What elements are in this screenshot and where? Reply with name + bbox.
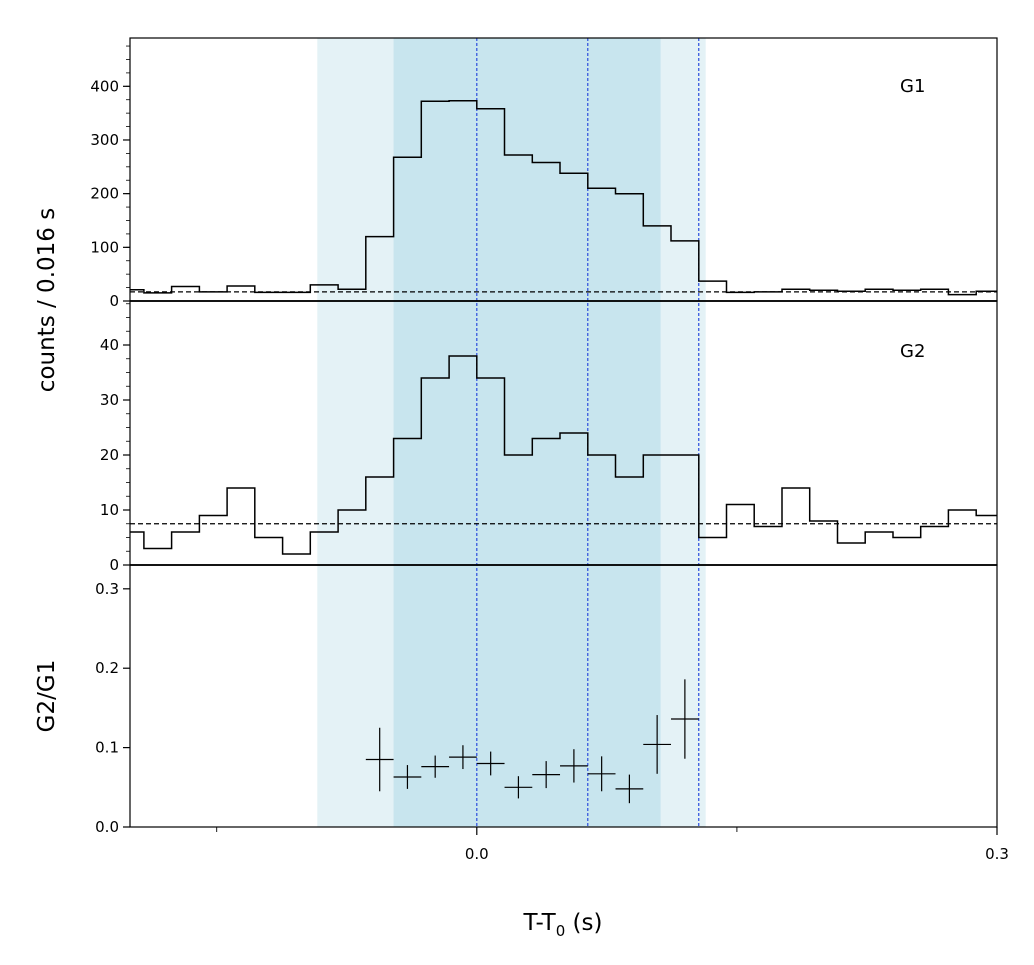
ratio-point: [393, 765, 422, 789]
ratio-point: [560, 749, 588, 783]
panel-label-g2: G2: [900, 341, 925, 362]
y-tick-label-ratio: 0.1: [95, 739, 119, 757]
panel-frame-ratio: [129, 564, 998, 828]
ratio-point: [532, 761, 561, 789]
ratio-point: [643, 715, 672, 774]
y-tick-label-g2: 20: [100, 446, 119, 464]
y-tick-label-g2: 10: [100, 501, 119, 519]
ratio-point: [365, 727, 394, 792]
x-axis-label: T-T0 (s): [523, 910, 603, 940]
x-axis-label-unit: (s): [565, 910, 602, 936]
axes-layer: 0 100 200 300 400 0 10 20 30 40 0.0 0.1 0.2 0.3 0.0 0.3: [90, 37, 1009, 863]
shaded-region-dark: [393, 38, 661, 827]
histogram-g1: [130, 100, 997, 296]
y-tick-label-ratio: 0.3: [95, 580, 119, 598]
histogram-g2: [130, 355, 997, 555]
x-axis-label-subscript: 0: [556, 922, 566, 940]
ratio-point: [449, 745, 477, 770]
y-tick-label-ratio: 0.2: [95, 659, 119, 677]
y-axis-label-counts: counts / 0.016 s: [34, 208, 60, 392]
y-tick-label-g1: 200: [90, 185, 119, 203]
ratio-point: [671, 679, 699, 759]
x-tick-label: 0.0: [465, 845, 489, 863]
y-tick-label-g1: 100: [90, 238, 119, 256]
ratio-point: [615, 774, 644, 804]
data-layer: [130, 100, 997, 804]
shaded-regions: [317, 38, 706, 827]
x-axis-label-main: T-T: [523, 910, 557, 936]
ratio-point: [587, 756, 616, 792]
ratio-point: [476, 751, 505, 776]
ratio-point: [421, 755, 450, 778]
y-tick-label-g1: 400: [90, 77, 119, 95]
y-axis-label-ratio: G2/G1: [34, 660, 60, 733]
vertical-markers: [476, 38, 700, 827]
ratio-point: [504, 776, 533, 799]
y-tick-label-g2: 40: [100, 336, 119, 354]
y-tick-label-g1: 300: [90, 131, 119, 149]
x-tick-label: 0.3: [985, 845, 1009, 863]
y-tick-label-g1: 0: [109, 292, 119, 310]
y-tick-label-g2: 30: [100, 391, 119, 409]
y-tick-label-g2: 0: [109, 556, 119, 574]
y-tick-label-ratio: 0.0: [95, 818, 119, 836]
panel-label-g1: G1: [900, 76, 925, 97]
